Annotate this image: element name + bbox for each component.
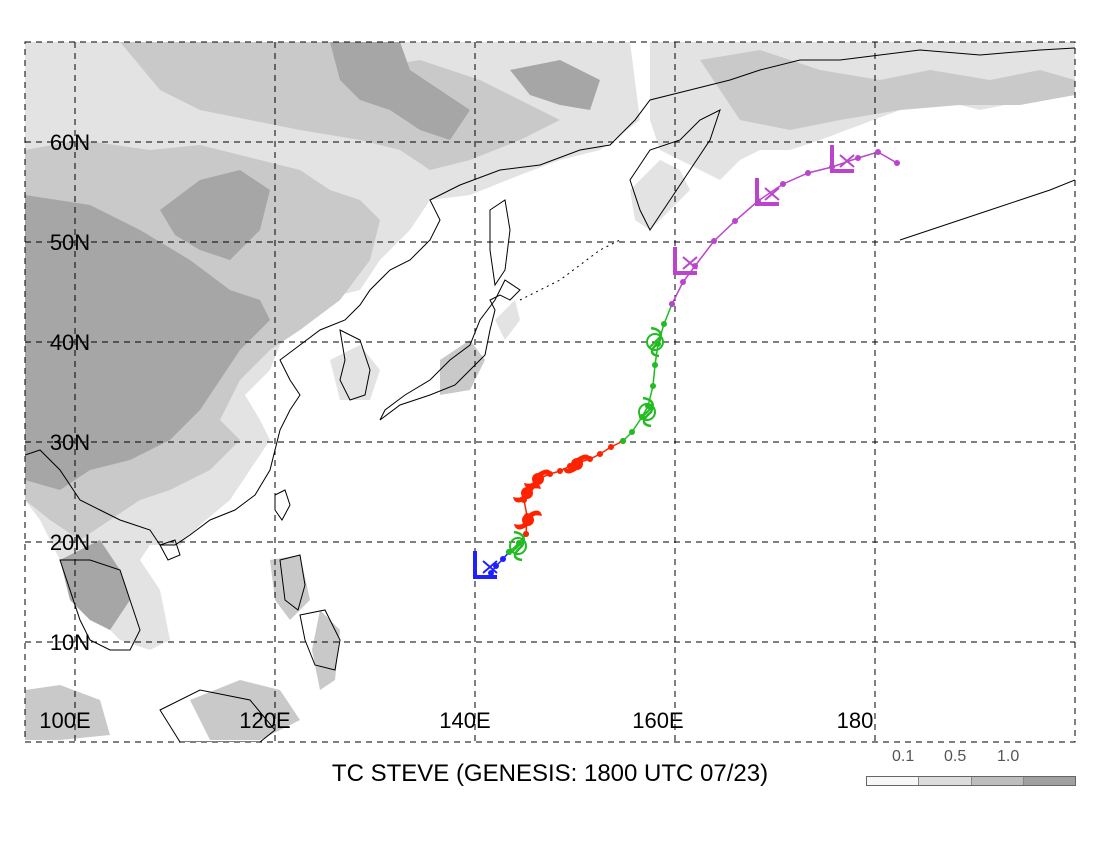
- lat-label: 30N: [50, 430, 90, 455]
- extratropical-low-symbol: [673, 247, 698, 275]
- tropical-storm-symbol: [638, 396, 656, 428]
- sakhalin: [489, 199, 511, 287]
- legend-value: 0.1: [892, 748, 915, 765]
- legend-value: 0.5: [944, 748, 967, 765]
- typhoon-symbol: [563, 454, 591, 474]
- legend-values: 0.1 0.5 1.0: [866, 748, 1076, 768]
- lat-lon-grid: [25, 42, 1075, 742]
- lon-label: 120E: [239, 708, 290, 733]
- coastlines: [25, 47, 1075, 742]
- kurils: [519, 239, 621, 301]
- lat-label: 50N: [50, 230, 90, 255]
- lat-label: 60N: [50, 130, 90, 155]
- legend-swatch: [918, 777, 971, 785]
- track-point: [894, 160, 900, 166]
- lon-label: 100E: [39, 708, 90, 733]
- lon-label: 180: [837, 708, 874, 733]
- track-point: [650, 383, 656, 389]
- track-segment-extratropical: [671, 151, 898, 305]
- track-point: [620, 438, 626, 444]
- track-point: [732, 218, 738, 224]
- indochina: [59, 559, 141, 651]
- asia-coast: [25, 47, 1075, 546]
- lat-label: 10N: [50, 630, 90, 655]
- alaska: [899, 179, 1075, 241]
- latitude-labels: 10N 20N 30N 40N 50N 60N: [50, 130, 90, 655]
- legend-swatch: [970, 777, 1023, 785]
- track-point: [493, 563, 499, 569]
- terrain-shading: [25, 42, 1075, 740]
- track-point: [500, 556, 506, 562]
- track-point: [523, 531, 529, 537]
- lat-label: 40N: [50, 330, 90, 355]
- track-point: [669, 301, 675, 307]
- longitude-labels: 100E 120E 140E 160E 180: [39, 708, 873, 733]
- extratropical-low-symbol: [755, 178, 780, 206]
- track-point: [488, 570, 494, 576]
- shading-legend: 0.1 0.5 1.0: [866, 748, 1076, 788]
- philippines: [279, 554, 341, 671]
- japan: [379, 279, 521, 421]
- legend-colorbar: [866, 776, 1076, 786]
- storm-symbols: [473, 145, 855, 579]
- track-point: [608, 444, 614, 450]
- track-point: [661, 321, 667, 327]
- track-point: [629, 429, 635, 435]
- track-point: [805, 170, 811, 176]
- track-point: [875, 149, 881, 155]
- track-point: [597, 451, 603, 457]
- legend-swatch: [1022, 777, 1075, 785]
- track-point: [855, 155, 861, 161]
- extratropical-low-symbol: [473, 551, 498, 579]
- track-point: [680, 279, 686, 285]
- legend-value: 1.0: [997, 748, 1020, 765]
- kamchatka: [629, 109, 721, 231]
- tropical-storm-symbol: [509, 530, 527, 562]
- extratropical-low-symbol: [830, 145, 855, 173]
- typhoon-symbol: [514, 510, 542, 530]
- lon-label: 160E: [632, 708, 683, 733]
- track-point: [557, 468, 563, 474]
- typhoon-symbol: [524, 469, 552, 489]
- legend-swatch: [867, 777, 919, 785]
- korea: [339, 329, 371, 401]
- track-point: [780, 181, 786, 187]
- lon-label: 140E: [439, 708, 490, 733]
- map-title: TC STEVE (GENESIS: 1800 UTC 07/23): [331, 760, 769, 787]
- lat-label: 20N: [50, 530, 90, 555]
- track-point: [711, 238, 717, 244]
- taiwan: [274, 489, 291, 521]
- map-frame: [24, 41, 1076, 743]
- track-point: [652, 362, 658, 368]
- storm-track: [488, 149, 900, 576]
- tropical-storm-symbol: [646, 326, 664, 358]
